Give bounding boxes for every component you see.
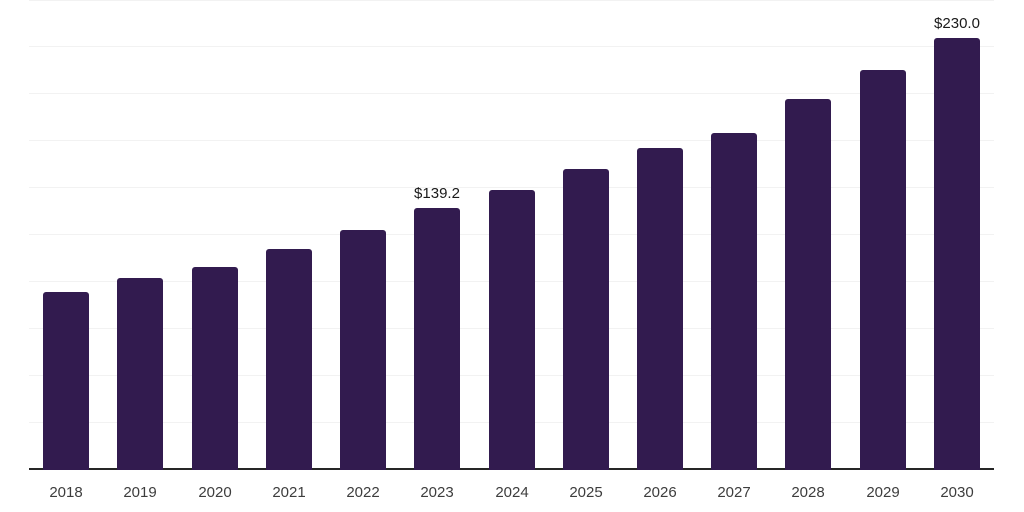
bar-2025	[563, 169, 609, 470]
x-axis-label-2023: 2023	[420, 484, 454, 501]
x-axis-label-2018: 2018	[49, 484, 83, 501]
x-axis-label-2028: 2028	[791, 484, 825, 501]
bar-2023	[414, 208, 460, 470]
bar-2019	[117, 278, 163, 470]
x-axis-label-2024: 2024	[495, 484, 529, 501]
gridline	[29, 187, 994, 188]
gridline	[29, 140, 994, 141]
x-axis-label-2021: 2021	[272, 484, 306, 501]
bar-2026	[637, 148, 683, 470]
x-axis-label-2020: 2020	[198, 484, 232, 501]
bar-2020	[192, 267, 238, 470]
gridline	[29, 93, 994, 94]
x-axis-label-2027: 2027	[717, 484, 751, 501]
bar-2022	[340, 230, 386, 470]
x-axis-label-2022: 2022	[346, 484, 380, 501]
x-axis-label-2025: 2025	[569, 484, 603, 501]
gridline	[29, 0, 994, 1]
bar-2027	[711, 133, 757, 470]
bar-2021	[266, 249, 312, 470]
x-axis-label-2026: 2026	[643, 484, 677, 501]
x-axis-label-2029: 2029	[866, 484, 900, 501]
bar-2028	[785, 99, 831, 470]
plot-area: $139.2 $230.0	[29, 0, 994, 470]
x-axis-label-2019: 2019	[123, 484, 157, 501]
bar-2029	[860, 70, 906, 470]
gridline	[29, 46, 994, 47]
bar-2030	[934, 38, 980, 470]
bar-2024	[489, 190, 535, 470]
bar-value-label-2030: $230.0	[934, 15, 980, 32]
bar-2018	[43, 292, 89, 470]
x-axis-label-2030: 2030	[940, 484, 974, 501]
bar-value-label-2023: $139.2	[414, 185, 460, 202]
